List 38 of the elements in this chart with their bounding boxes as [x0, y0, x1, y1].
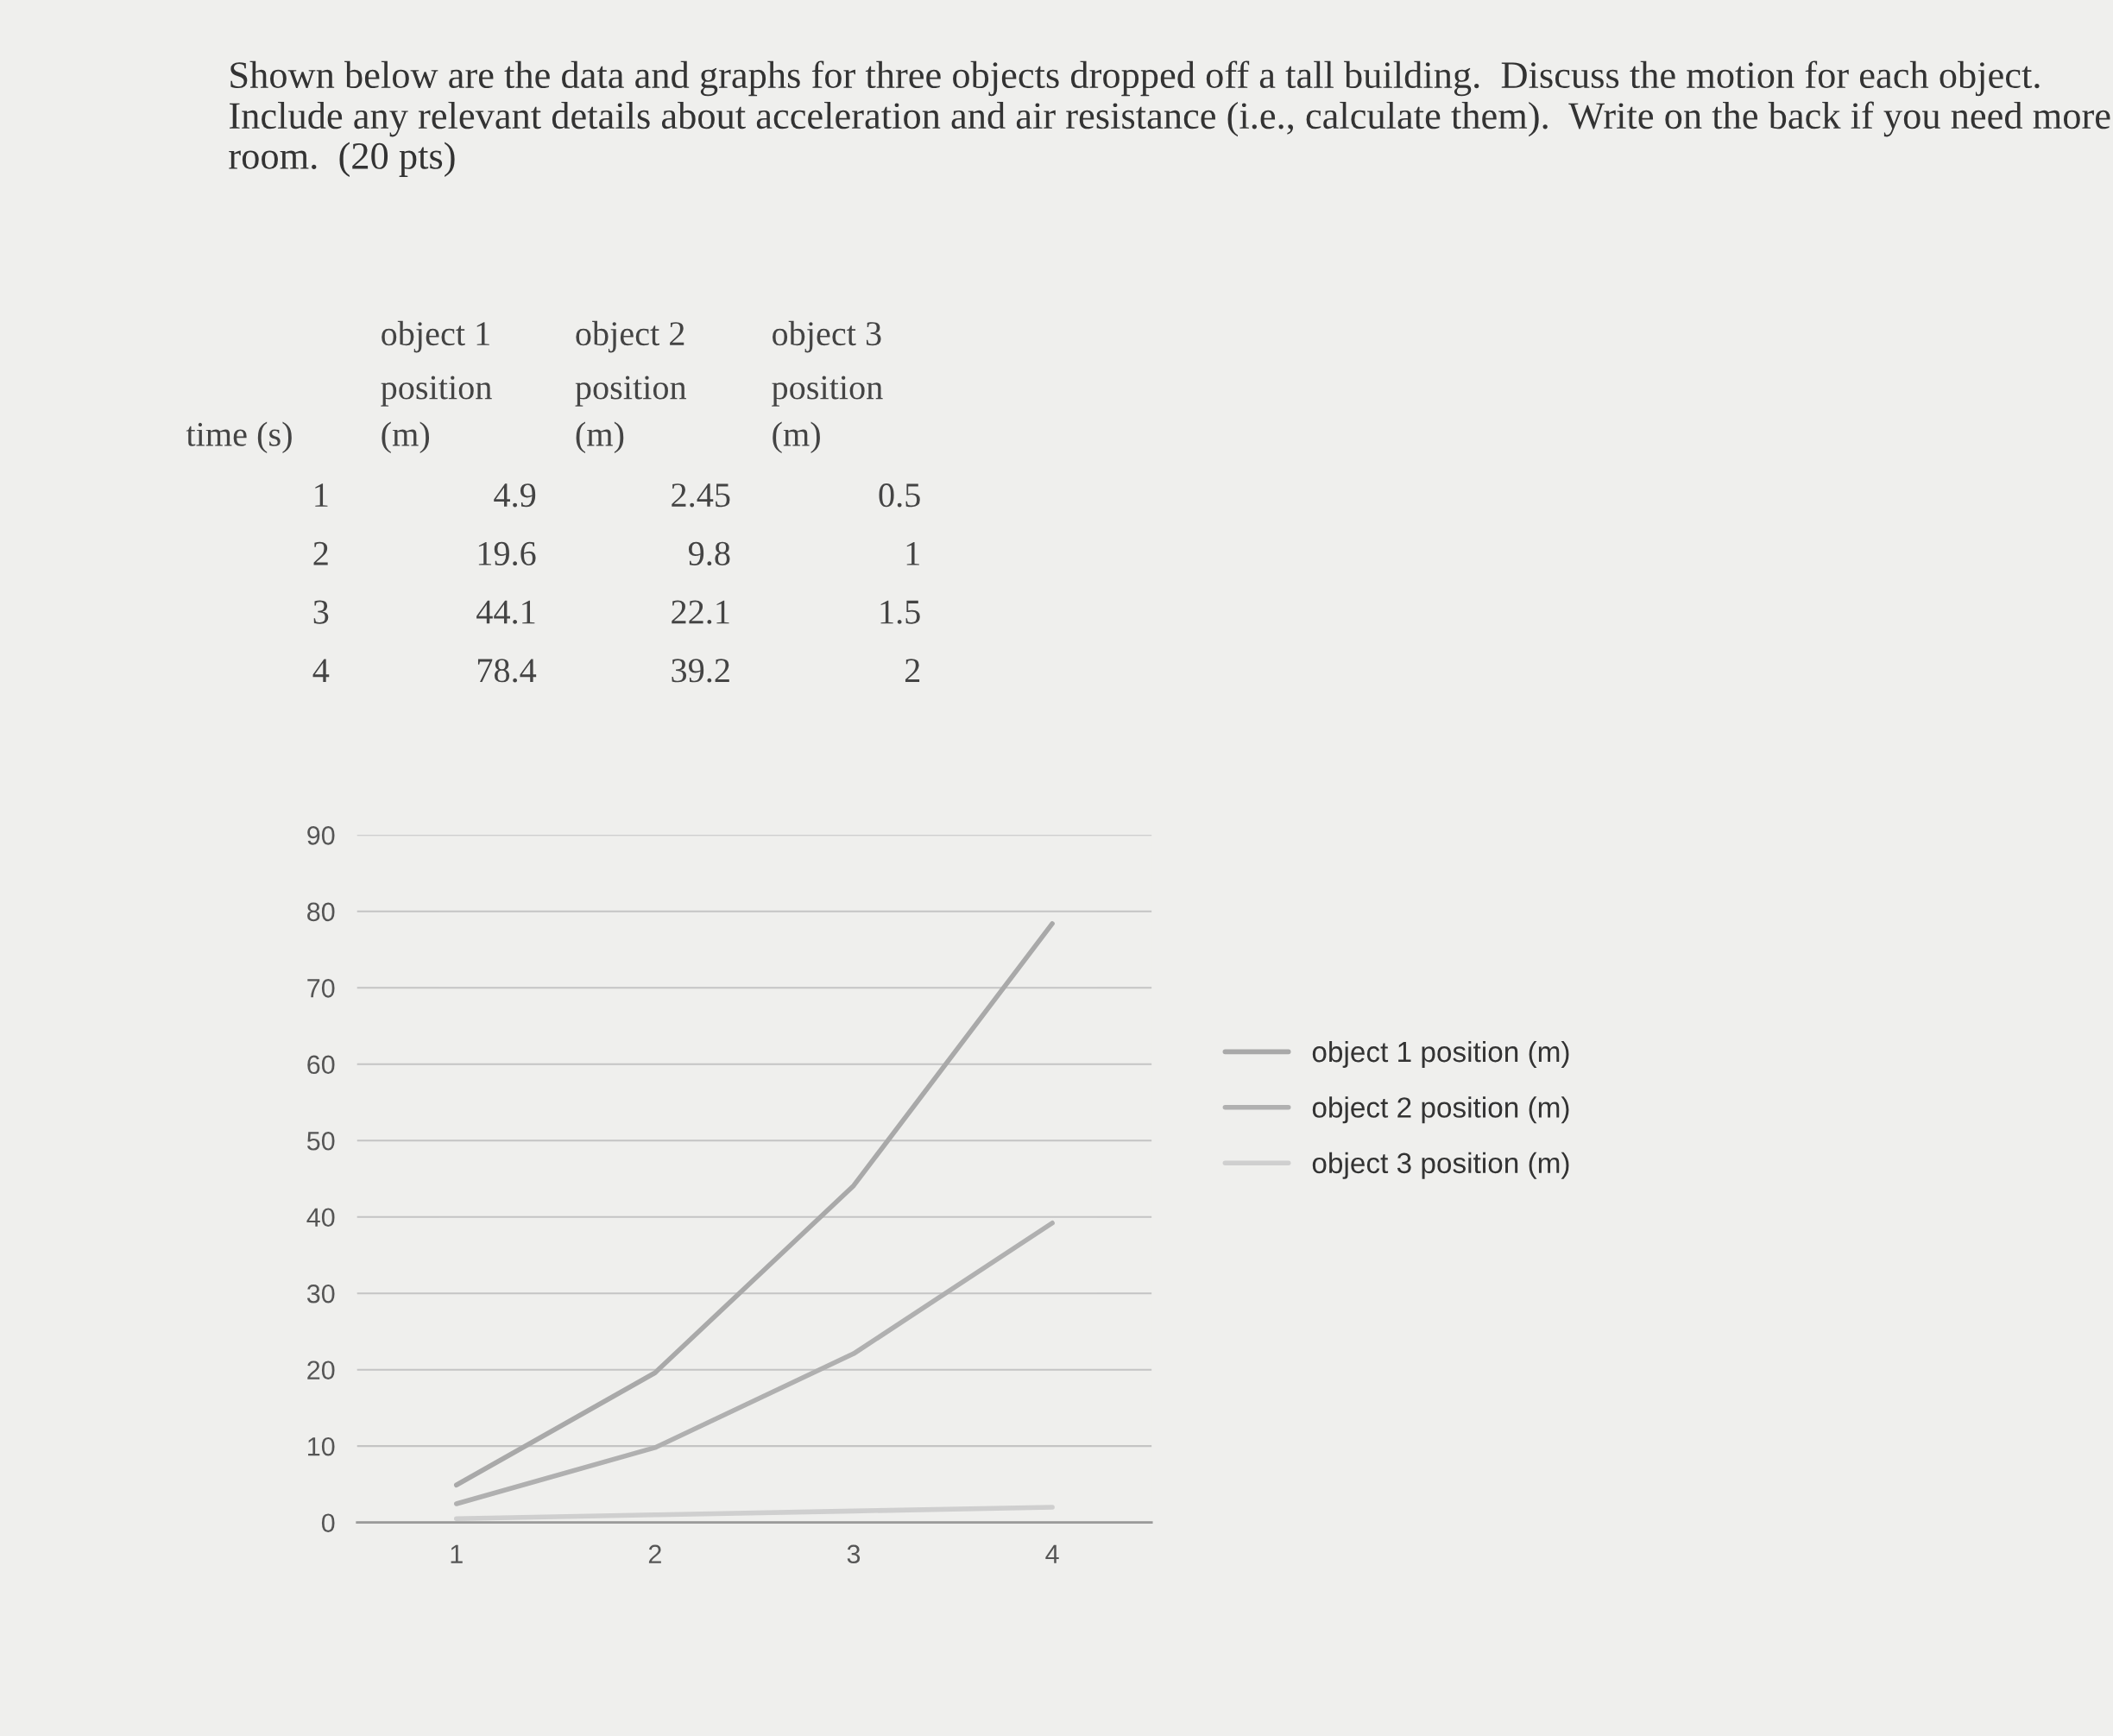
- text: object 1 position (m): [381, 320, 492, 454]
- text: 19.6: [478, 541, 536, 566]
- text: 78.4: [477, 659, 537, 683]
- y-tick-label: 80: [307, 902, 335, 922]
- text: 0.5: [879, 483, 920, 508]
- text: object 2 position (m): [575, 320, 687, 454]
- y-tick-label: 40: [306, 1208, 335, 1228]
- x-tick-label: 4: [1045, 1544, 1059, 1563]
- y-tick-label: 10: [308, 1436, 335, 1456]
- chart-title: Shown below are the data and graphs for three objects dropped off a tall building. Discuss the motion for each object. Include any relevant details about acceleration and air resistance (i.e., calculate them). Write on the back if you need more room. (20 pts): [229, 60, 2110, 177]
- x-tick-label: 1: [451, 1544, 463, 1563]
- legend-label: object 2 position (m): [1312, 1096, 1569, 1124]
- text: 1.5: [880, 600, 920, 624]
- x-tick-label: 2: [648, 1544, 661, 1563]
- y-tick-label: 70: [307, 978, 335, 998]
- y-tick-label: 0: [321, 1513, 335, 1533]
- text: 2: [905, 659, 920, 682]
- y-tick-label: 30: [306, 1284, 335, 1304]
- legend-label: object 3 position (m): [1312, 1152, 1569, 1179]
- text: 1: [315, 483, 328, 507]
- x-tick-label: 3: [847, 1544, 861, 1564]
- text: 9.8: [688, 541, 730, 566]
- text: 39.2: [672, 659, 729, 683]
- text: time (s): [186, 421, 292, 454]
- text: 4.9: [494, 483, 536, 508]
- y-tick-label: 50: [306, 1131, 335, 1151]
- text: 3: [313, 600, 329, 624]
- text: 4: [312, 659, 330, 682]
- text: 2.45: [672, 483, 730, 508]
- text: 22.1: [672, 600, 729, 624]
- text: 2: [313, 541, 328, 565]
- text: 1: [906, 541, 919, 565]
- text: 44.1: [476, 600, 535, 624]
- y-tick-label: 90: [307, 826, 335, 845]
- y-tick-label: 20: [307, 1360, 335, 1380]
- text: object 3 position (m): [772, 320, 883, 454]
- legend-label: object 1 position (m): [1312, 1040, 1569, 1068]
- y-tick-label: 60: [307, 1055, 335, 1075]
